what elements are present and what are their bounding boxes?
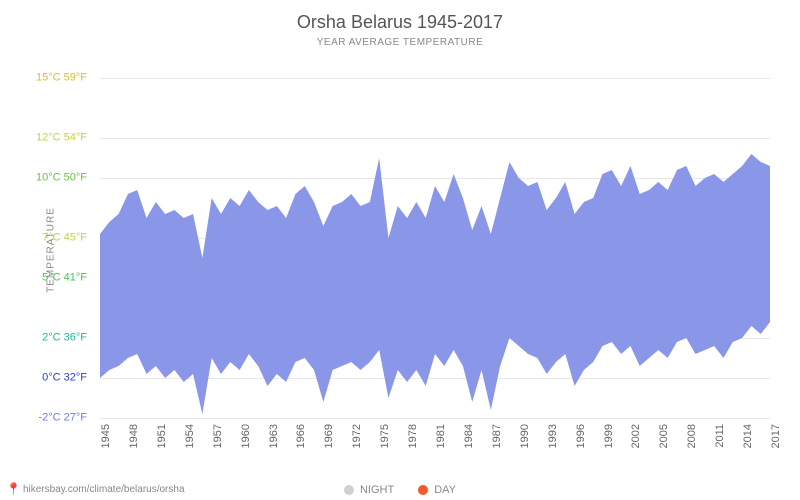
legend-item-night: NIGHT	[344, 484, 394, 496]
x-tick-label: 1987	[491, 424, 503, 448]
x-tick-label: 1978	[407, 424, 419, 448]
x-tick-label: 2008	[686, 424, 698, 448]
y-tick-label: 2°C 36°F	[42, 333, 87, 344]
attribution-text: hikersbay.com/climate/belarus/orsha	[23, 484, 185, 495]
temperature-band	[100, 154, 770, 414]
x-tick-label: 1945	[100, 424, 112, 448]
attribution: 📍 hikersbay.com/climate/belarus/orsha	[6, 482, 185, 496]
legend-label-day: DAY	[434, 484, 456, 496]
x-tick-label: 1993	[547, 424, 559, 448]
x-tick-label: 1972	[351, 424, 363, 448]
legend-dot-night	[344, 485, 354, 495]
y-axis-ticks: -2°C 27°F0°C 32°F2°C 36°F5°C 41°F7°C 45°…	[0, 58, 95, 418]
legend-item-day: DAY	[418, 484, 456, 496]
x-tick-label: 1960	[240, 424, 252, 448]
x-tick-label: 1990	[519, 424, 531, 448]
x-tick-label: 1981	[435, 424, 447, 448]
chart-title: Orsha Belarus 1945-2017	[0, 0, 800, 33]
y-tick-label: 7°C 45°F	[42, 233, 87, 244]
y-tick-label: -2°C 27°F	[38, 413, 87, 424]
x-tick-label: 2017	[770, 424, 782, 448]
y-tick-label: 10°C 50°F	[36, 173, 87, 184]
y-tick-label: 0°C 32°F	[42, 373, 87, 384]
x-tick-label: 2002	[630, 424, 642, 448]
chart-subtitle: YEAR AVERAGE TEMPERATURE	[0, 33, 800, 48]
x-tick-label: 1966	[295, 424, 307, 448]
gridline	[100, 418, 770, 419]
y-tick-label: 5°C 41°F	[42, 273, 87, 284]
x-tick-label: 2014	[742, 424, 754, 448]
legend: NIGHT DAY	[344, 484, 456, 496]
x-tick-label: 1975	[379, 424, 391, 448]
map-pin-icon: 📍	[6, 482, 21, 496]
x-tick-label: 1996	[575, 424, 587, 448]
x-tick-label: 2011	[714, 424, 726, 448]
area-chart	[100, 58, 770, 418]
x-axis-ticks: 1945 1948 1951 1954 1957 1960 1963 1966 1969 1972…	[100, 420, 770, 480]
x-tick-label: 2005	[658, 424, 670, 448]
x-tick-label: 1948	[128, 424, 140, 448]
x-tick-label: 1951	[156, 424, 168, 448]
legend-dot-day	[418, 485, 428, 495]
x-tick-label: 1969	[323, 424, 335, 448]
x-tick-label: 1963	[268, 424, 280, 448]
x-tick-label: 1984	[463, 424, 475, 448]
legend-label-night: NIGHT	[360, 484, 394, 496]
x-tick-label: 1999	[603, 424, 615, 448]
chart-area	[100, 58, 770, 418]
y-tick-label: 15°C 59°F	[36, 73, 87, 84]
x-tick-label: 1957	[212, 424, 224, 448]
x-tick-label: 1954	[184, 424, 196, 448]
y-tick-label: 12°C 54°F	[36, 133, 87, 144]
